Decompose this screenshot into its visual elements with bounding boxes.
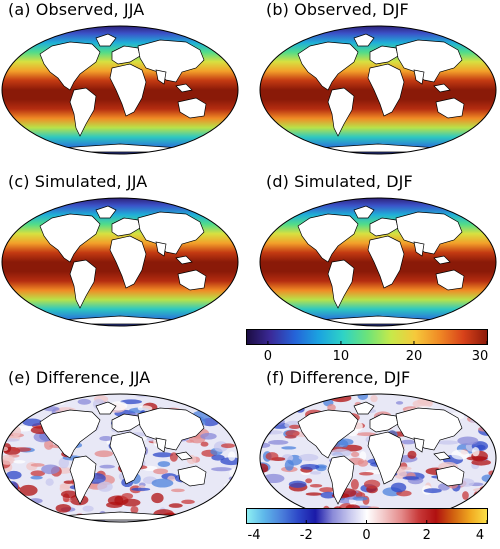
map-observed-djf	[259, 25, 497, 155]
colorbar-tick-label: 0	[263, 349, 273, 364]
colorbar-sst: 0 10 20 30	[246, 329, 488, 365]
panel-title: (e) Difference, JJA	[8, 368, 151, 387]
panel-title: (b) Observed, DJF	[266, 0, 409, 19]
colorbar-tick-label: -4	[247, 528, 261, 543]
panel-b: (b) Observed, DJF	[258, 0, 498, 160]
panel-a: (a) Observed, JJA	[0, 0, 240, 160]
colorbar-difference-gradient	[246, 508, 488, 524]
colorbar-tick-label: 4	[475, 528, 485, 543]
map-difference-jja	[1, 393, 239, 523]
colorbar-rect	[246, 329, 488, 345]
panel-c: (c) Simulated, JJA	[0, 172, 240, 332]
panel-e: (e) Difference, JJA	[0, 368, 240, 528]
map-simulated-djf	[259, 197, 497, 327]
colorbar-sst-gradient	[246, 329, 488, 345]
panel-title: (f) Difference, DJF	[266, 368, 411, 387]
map-observed-jja	[1, 25, 239, 155]
panel-title: (a) Observed, JJA	[8, 0, 145, 19]
colorbar-tick-label: 10	[332, 349, 350, 364]
colorbar-tick-label: 20	[405, 349, 423, 364]
colorbar-tick-label: -2	[299, 528, 313, 543]
map-simulated-jja	[1, 197, 239, 327]
colorbar-tick-label: 0	[362, 528, 371, 543]
colorbar-difference: -4 -2 0 2 4	[246, 508, 488, 548]
map-difference-djf	[259, 393, 497, 523]
colorbar-tick-label: 30	[471, 349, 489, 364]
panel-title: (c) Simulated, JJA	[8, 172, 148, 191]
colorbar-tick-label: 2	[422, 528, 431, 543]
panel-f: (f) Difference, DJF	[258, 368, 498, 528]
panel-title: (d) Simulated, DJF	[266, 172, 413, 191]
panel-d: (d) Simulated, DJF	[258, 172, 498, 332]
